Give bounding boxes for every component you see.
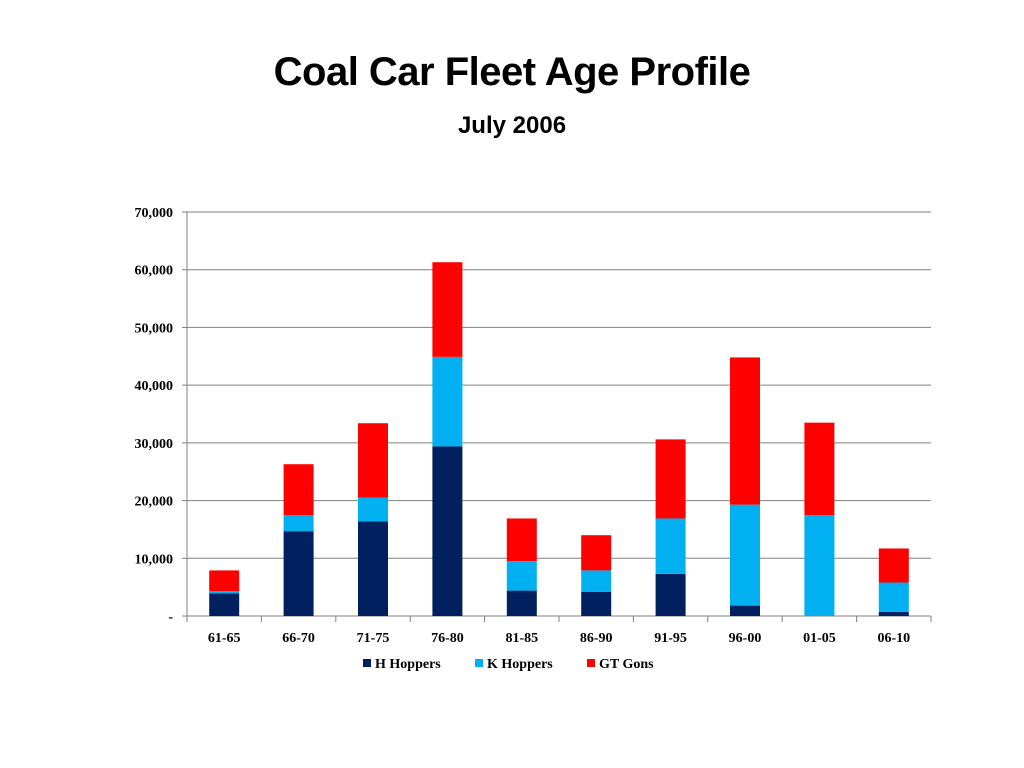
bar-h-hoppers-91-95 <box>655 573 686 616</box>
slide-title: Coal Car Fleet Age Profile <box>273 50 751 94</box>
legend-label: H Hoppers <box>375 657 441 672</box>
x-tick-label: 76-80 <box>431 631 464 646</box>
bar-h-hoppers-81-85 <box>506 590 537 616</box>
bar-gt-gons-66-70 <box>283 464 314 515</box>
bar-gt-gons-61-65 <box>209 570 240 592</box>
x-tick-label: 81-85 <box>505 631 538 646</box>
y-tick-label: 50,000 <box>135 321 174 336</box>
bar-gt-gons-86-90 <box>581 535 612 571</box>
y-tick-label: 60,000 <box>135 264 174 279</box>
y-tick-label: 70,000 <box>135 206 174 221</box>
bar-h-hoppers-71-75 <box>358 521 388 616</box>
bar-k-hoppers-06-10 <box>878 582 909 612</box>
x-tick-label: 66-70 <box>282 631 315 646</box>
x-tick-label: 71-75 <box>357 631 390 646</box>
y-tick-label: 20,000 <box>135 495 174 510</box>
bar-gt-gons-71-75 <box>358 423 388 498</box>
slide-subtitle: July 2006 <box>457 112 567 139</box>
y-tick-label: 30,000 <box>135 437 174 452</box>
legend-label: GT Gons <box>599 657 654 672</box>
bar-gt-gons-01-05 <box>804 422 835 515</box>
bar-h-hoppers-06-10 <box>878 611 909 616</box>
bar-k-hoppers-71-75 <box>358 497 388 522</box>
bar-k-hoppers-86-90 <box>581 570 612 592</box>
x-tick-label: 86-90 <box>580 631 613 646</box>
bar-k-hoppers-61-65 <box>209 591 240 594</box>
x-tick-label: 91-95 <box>654 631 687 646</box>
x-tick-label: 96-00 <box>729 631 762 646</box>
bar-k-hoppers-96-00 <box>730 504 760 606</box>
y-tick-label: - <box>168 610 173 625</box>
legend-label: K Hoppers <box>487 657 553 672</box>
bar-h-hoppers-96-00 <box>730 605 760 616</box>
legend-swatch-k-hoppers <box>475 659 483 667</box>
bar-h-hoppers-76-80 <box>432 446 463 616</box>
bar-gt-gons-91-95 <box>655 439 686 519</box>
bar-k-hoppers-01-05 <box>804 515 835 616</box>
bar-h-hoppers-86-90 <box>581 591 612 616</box>
bar-k-hoppers-76-80 <box>432 356 463 447</box>
legend-swatch-gt-gons <box>587 659 595 667</box>
bar-gt-gons-06-10 <box>878 548 909 583</box>
y-tick-label: 40,000 <box>135 379 174 394</box>
bar-gt-gons-76-80 <box>432 262 463 357</box>
x-tick-label: 06-10 <box>877 631 910 646</box>
legend-swatch-h-hoppers <box>363 659 371 667</box>
x-tick-label: 61-65 <box>208 631 241 646</box>
bar-k-hoppers-91-95 <box>655 518 686 574</box>
bar-k-hoppers-81-85 <box>506 561 537 591</box>
y-tick-label: 10,000 <box>135 552 174 567</box>
x-tick-label: 01-05 <box>803 631 836 646</box>
bar-gt-gons-81-85 <box>506 518 537 562</box>
bar-gt-gons-96-00 <box>730 357 760 505</box>
bar-h-hoppers-61-65 <box>209 593 240 616</box>
bar-h-hoppers-66-70 <box>283 531 314 616</box>
bar-k-hoppers-66-70 <box>283 515 314 532</box>
